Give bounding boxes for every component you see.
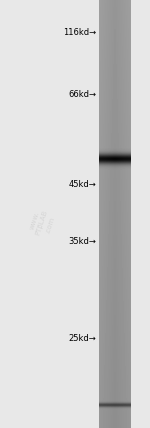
Text: 25kd→: 25kd→ [68,333,96,343]
Text: 116kd→: 116kd→ [63,27,96,37]
Bar [130,0,150,428]
Text: 66kd→: 66kd→ [68,89,96,99]
Text: 35kd→: 35kd→ [68,237,96,247]
Text: www.
PTβLAB
.com: www. PTβLAB .com [27,207,57,238]
Text: 45kd→: 45kd→ [68,179,96,189]
